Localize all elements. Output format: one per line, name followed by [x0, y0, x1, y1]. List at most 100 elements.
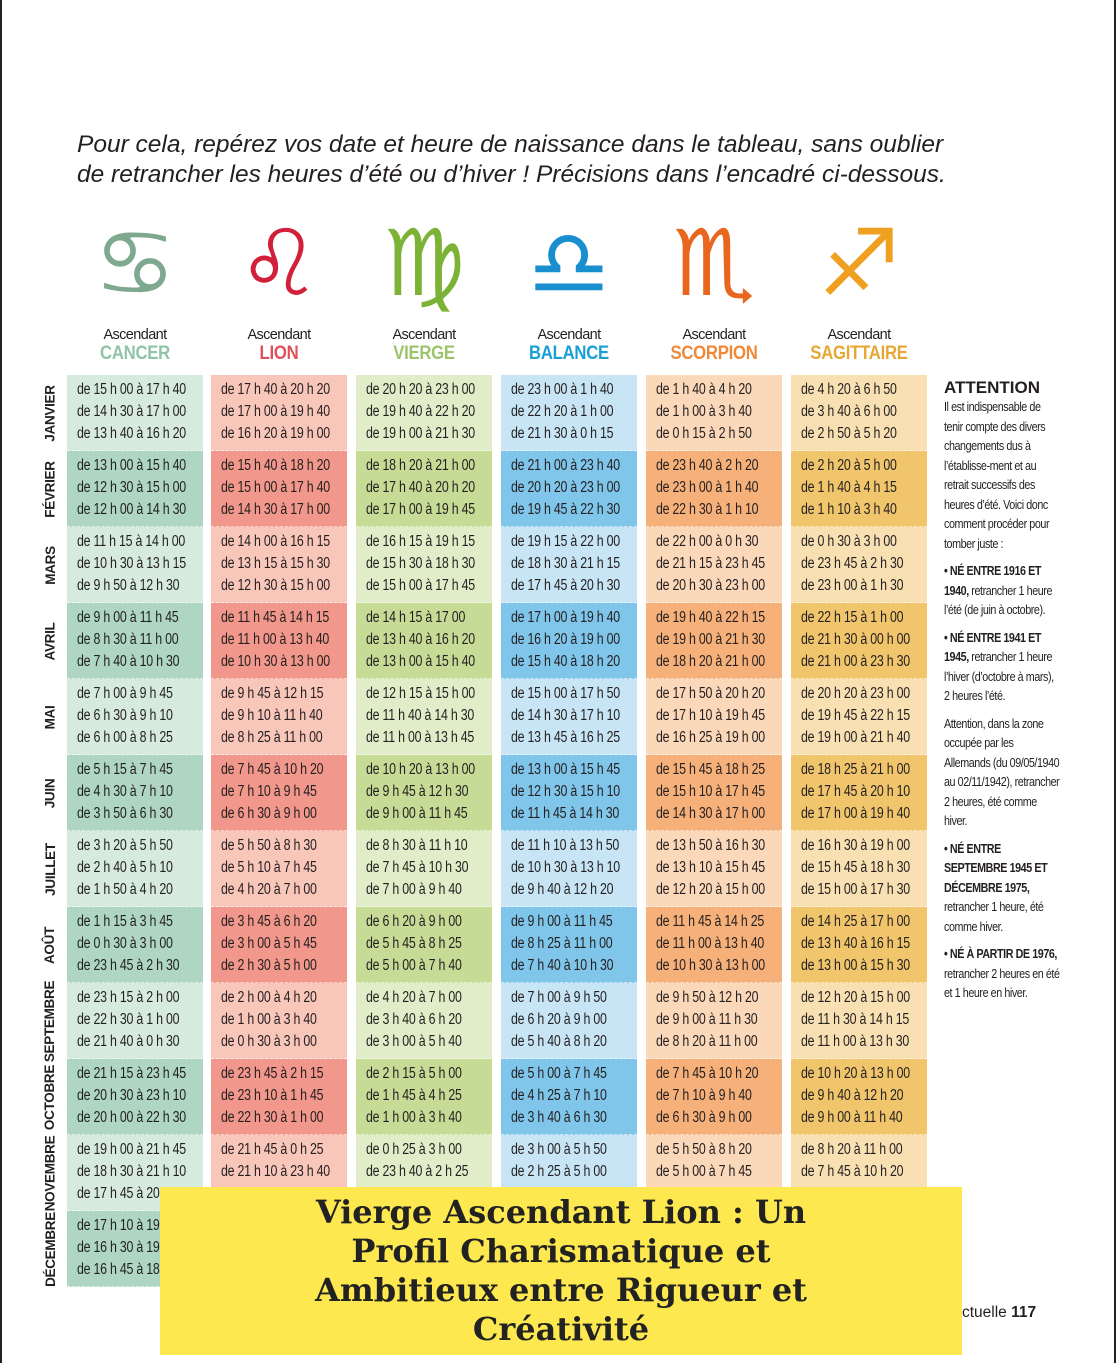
- table-cell: de 17 h 40 à 20 h 20 de 17 h 00 à 19 h 40…: [211, 375, 347, 451]
- month-label: JANVIER: [32, 375, 68, 451]
- table-cell: de 11 h 10 à 13 h 50 de 10 h 30 à 13 h 10…: [501, 831, 637, 907]
- time-range: de 15 h 30 à 18 h 30: [366, 555, 475, 572]
- time-range: de 23 h 45 à 2 h 30: [77, 957, 180, 974]
- time-range: de 11 h 45 à 14 h 25: [656, 913, 765, 930]
- table-cell: de 5 h 50 à 8 h 30 de 5 h 10 à 7 h 45 de 4…: [211, 831, 347, 907]
- table-cell: de 3 h 45 à 6 h 20 de 3 h 00 à 5 h 45 de 2…: [211, 907, 347, 983]
- time-range: de 15 h 10 à 17 h 45: [656, 783, 765, 800]
- sign-name: LION: [259, 343, 299, 364]
- time-range: de 7 h 00 à 9 h 50: [511, 989, 607, 1006]
- time-range: de 17 h 40 à 20 h 20: [221, 381, 330, 398]
- month-label-text: JANVIER: [42, 384, 58, 442]
- time-range: de 3 h 40 à 6 h 30: [511, 1109, 607, 1126]
- time-range: de 0 h 30 à 3 h 00: [77, 935, 173, 952]
- time-range: de 11 h 40 à 14 h 30: [366, 707, 475, 724]
- sign-header-lion: ♌ Ascendant LION: [211, 205, 347, 365]
- time-range: de 5 h 00 à 7 h 40: [366, 957, 462, 974]
- time-range: de 21 h 30 à 0 h 15: [511, 425, 614, 442]
- time-range: de 3 h 50 à 6 h 30: [77, 805, 173, 822]
- time-range: de 17 h 10 à 19: [77, 1217, 160, 1234]
- time-range: de 6 h 30 à 9 h 10: [77, 707, 173, 724]
- table-cell: de 15 h 40 à 18 h 20 de 15 h 00 à 17 h 40…: [211, 451, 347, 527]
- table-cell: de 15 h 00 à 17 h 40 de 14 h 30 à 17 h 00…: [67, 375, 203, 451]
- sign-header-scorpion: ♏ Ascendant SCORPION: [646, 205, 782, 365]
- time-range: de 3 h 00 à 5 h 45: [221, 935, 317, 952]
- time-range: de 4 h 20 à 7 h 00: [221, 881, 317, 898]
- time-range: de 20 h 30 à 23 h 10: [77, 1087, 186, 1104]
- month-label-text: SEPTEMBRE: [42, 980, 58, 1062]
- time-range: de 11 h 10 à 13 h 50: [511, 837, 620, 854]
- time-range: de 4 h 30 à 7 h 10: [77, 783, 173, 800]
- time-range: de 7 h 10 à 9 h 45: [221, 783, 317, 800]
- ascendant-label: Ascendant: [392, 327, 456, 343]
- table-cell: de 11 h 45 à 14 h 15 de 11 h 00 à 13 h 40…: [211, 603, 347, 679]
- cancer-zodiac-icon: ♋: [93, 210, 177, 317]
- time-range: de 13 h 10 à 15 h 45: [656, 859, 765, 876]
- month-label: FÉVRIER: [32, 451, 68, 527]
- time-range: de 19 h 00 à 21 h 45: [77, 1141, 186, 1158]
- time-range: de 23 h 10 à 1 h 45: [221, 1087, 324, 1104]
- time-range: de 14 h 30 à 17 h 00: [656, 805, 765, 822]
- time-range: de 21 h 00 à 23 h 40: [511, 457, 620, 474]
- ascendant-label: Ascendant: [537, 327, 601, 343]
- time-range: de 9 h 50 à 12 h 30: [77, 577, 180, 594]
- time-range: de 23 h 00 à 1 h 40: [511, 381, 614, 398]
- time-range: de 18 h 25 à 21 h 00: [801, 761, 910, 778]
- time-range: de 8 h 30 à 11 h 10: [366, 837, 468, 854]
- time-range: de 21 h 15 à 23 h 45: [77, 1065, 186, 1082]
- time-range: de 17 h 00 à 19 h 40: [801, 805, 910, 822]
- time-range: de 7 h 40 à 10 h 30: [77, 653, 180, 670]
- attention-item-heading: • NÉ À PARTIR DE 1976,: [944, 947, 1057, 961]
- time-range: de 7 h 45 à 10 h 20: [656, 1065, 759, 1082]
- table-cell: de 21 h 15 à 23 h 45 de 20 h 30 à 23 h 10…: [67, 1059, 203, 1135]
- time-range: de 0 h 15 à 2 h 50: [656, 425, 752, 442]
- time-range: de 21 h 45 à 0 h 25: [221, 1141, 324, 1158]
- time-range: de 1 h 40 à 4 h 20: [656, 381, 752, 398]
- table-cell: de 18 h 25 à 21 h 00 de 17 h 45 à 20 h 10…: [791, 755, 927, 831]
- banner-title: Vierge Ascendant Lion : Un Profil Charis…: [315, 1193, 807, 1348]
- month-label: SEPTEMBRE: [32, 980, 68, 1062]
- table-cell: de 14 h 00 à 16 h 15 de 13 h 15 à 15 h 30…: [211, 527, 347, 603]
- attention-item-text: retrancher 2 heures en été et 1 heure en…: [944, 966, 1060, 1001]
- time-range: de 1 h 15 à 3 h 45: [77, 913, 173, 930]
- sign-name: SCORPION: [670, 343, 758, 364]
- time-range: de 15 h 00 à 17 h 45: [366, 577, 475, 594]
- time-range: de 22 h 15 à 1 h 00: [801, 609, 904, 626]
- time-range: de 12 h 20 à 15 h 00: [656, 881, 765, 898]
- attention-item: Attention, dans la zone occupée par les …: [944, 715, 1060, 832]
- time-range: de 9 h 40 à 12 h 20: [801, 1087, 904, 1104]
- table-cell: de 23 h 00 à 1 h 40 de 22 h 20 à 1 h 00 de…: [501, 375, 637, 451]
- table-cell: de 16 h 30 à 19 h 00 de 15 h 45 à 18 h 30…: [791, 831, 927, 907]
- time-range: de 5 h 10 à 7 h 45: [221, 859, 317, 876]
- time-range: de 16 h 30 à 19 h 00: [801, 837, 910, 854]
- month-label: NOVEMBRE: [32, 1135, 68, 1211]
- table-cell: de 17 h 00 à 19 h 40 de 16 h 20 à 19 h 00…: [501, 603, 637, 679]
- table-cell: de 23 h 15 à 2 h 00 de 22 h 30 à 1 h 00 de…: [67, 983, 203, 1059]
- time-range: de 8 h 30 à 11 h 00: [77, 631, 179, 648]
- time-range: de 10 h 30 à 13 h 00: [656, 957, 765, 974]
- time-range: de 21 h 10 à 23 h 40: [221, 1163, 330, 1180]
- month-label-text: NOVEMBRE: [42, 1135, 58, 1211]
- time-range: de 16 h 45 à 18: [77, 1261, 160, 1278]
- time-range: de 13 h 15 à 15 h 30: [221, 555, 330, 572]
- table-cell: de 13 h 00 à 15 h 40 de 12 h 30 à 15 h 00…: [67, 451, 203, 527]
- table-cell: de 17 h 50 à 20 h 20 de 17 h 10 à 19 h 45…: [646, 679, 782, 755]
- time-range: de 1 h 00 à 3 h 40: [656, 403, 752, 420]
- time-range: de 17 h 00 à 19 h 45: [366, 501, 475, 518]
- time-range: de 19 h 00 à 21 h 30: [656, 631, 765, 648]
- table-cell: de 1 h 40 à 4 h 20 de 1 h 00 à 3 h 40 de 0…: [646, 375, 782, 451]
- time-range: de 21 h 00 à 23 h 30: [801, 653, 910, 670]
- time-range: de 5 h 45 à 8 h 25: [366, 935, 462, 952]
- time-range: de 9 h 00 à 11 h 45: [77, 609, 179, 626]
- time-range: de 20 h 20 à 23 h 00: [801, 685, 910, 702]
- table-cell: de 19 h 15 à 22 h 00 de 18 h 30 à 21 h 15…: [501, 527, 637, 603]
- month-label: MAI: [32, 679, 68, 755]
- table-cell: de 10 h 20 à 13 h 00 de 9 h 45 à 12 h 30 d…: [356, 755, 492, 831]
- time-range: de 18 h 30 à 21 h 10: [77, 1163, 186, 1180]
- time-range: de 17 h 40 à 20 h 20: [366, 479, 475, 496]
- time-range: de 14 h 25 à 17 h 00: [801, 913, 910, 930]
- table-cell: de 11 h 15 à 14 h 00 de 10 h 30 à 13 h 15…: [67, 527, 203, 603]
- time-range: de 23 h 45 à 2 h 30: [801, 555, 904, 572]
- month-label-text: OCTOBRE: [42, 1064, 58, 1130]
- sign-header-sagittaire: ♐ Ascendant SAGITTAIRE: [791, 205, 927, 365]
